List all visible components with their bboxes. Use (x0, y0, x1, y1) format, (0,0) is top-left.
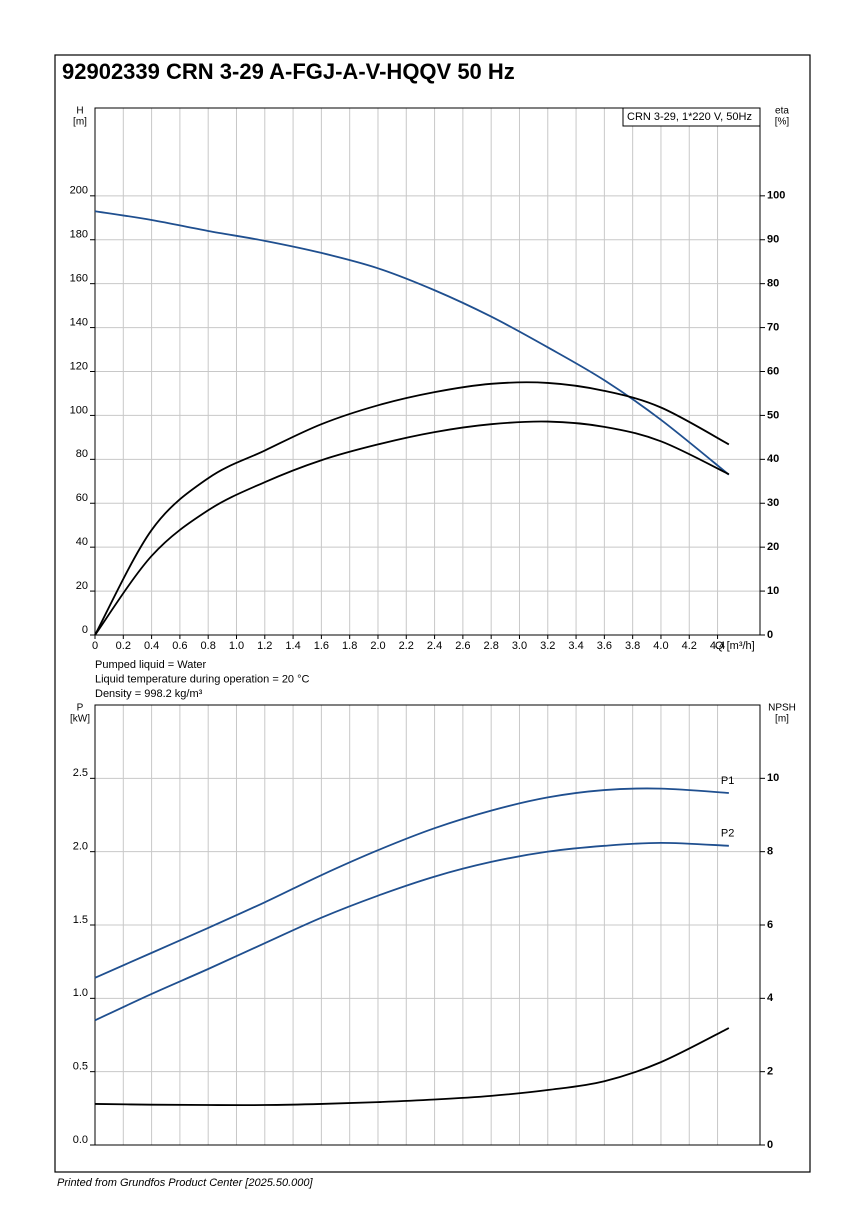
y2-axis-unit: [m] (775, 714, 789, 725)
y2-tick-label: 6 (767, 919, 773, 931)
y2-tick-label: 90 (767, 234, 779, 246)
x-tick-label: 4.2 (682, 640, 697, 652)
y2-axis-label: NPSH (768, 703, 796, 714)
legend-box (622, 107, 761, 127)
y-tick-label: 1.5 (73, 914, 88, 926)
x-tick-label: 1.4 (285, 640, 300, 652)
y-tick-label: 2.5 (73, 767, 88, 779)
x-tick-label: 4.0 (653, 640, 668, 652)
annotation: Liquid temperature during operation = 20… (95, 673, 310, 685)
x-tick-label: 4.4 (710, 640, 725, 652)
y-tick-label: 80 (76, 448, 88, 460)
plot-area (94, 704, 761, 1146)
series-label: P1 (721, 775, 734, 787)
y-tick-label: 100 (70, 404, 88, 416)
x-tick-label: 2.2 (399, 640, 414, 652)
y-tick-label: 20 (76, 580, 88, 592)
legend-text: CRN 3-29, 1*220 V, 50Hz (627, 111, 752, 123)
title: 92902339 CRN 3-29 A-FGJ-A-V-HQQV 50 Hz (62, 59, 515, 84)
x-tick-label: 0.4 (144, 640, 159, 652)
footer: Printed from Grundfos Product Center [20… (57, 1177, 314, 1189)
x-tick-label: 1.8 (342, 640, 357, 652)
y2-tick-label: 10 (767, 772, 779, 784)
x-tick-label: 1.6 (314, 640, 329, 652)
x-tick-label: 2.4 (427, 640, 442, 652)
x-tick-label: 2.8 (484, 640, 499, 652)
y2-tick-label: 20 (767, 541, 779, 553)
y-axis-label: P (77, 703, 84, 714)
y2-axis-label: eta (775, 106, 789, 117)
x-tick-label: 1.2 (257, 640, 272, 652)
y2-tick-label: 70 (767, 321, 779, 333)
y-axis-label: H (76, 106, 83, 117)
y-tick-label: 120 (70, 360, 88, 372)
series-line (94, 210, 730, 476)
y2-tick-label: 60 (767, 365, 779, 377)
y2-tick-label: 0 (767, 1139, 773, 1151)
y-tick-label: 0.0 (73, 1134, 88, 1146)
y-tick-label: 0.5 (73, 1061, 88, 1073)
y2-tick-label: 2 (767, 1066, 773, 1078)
y-tick-label: 200 (70, 185, 88, 197)
series-line (94, 841, 729, 1022)
x-tick-label: 0.8 (201, 640, 216, 652)
y-tick-label: 180 (70, 229, 88, 241)
y2-tick-label: 50 (767, 409, 779, 421)
x-tick-label: 1.0 (229, 640, 244, 652)
x-axis-label: Q [m³/h] (715, 640, 755, 652)
series-line (94, 787, 729, 979)
x-tick-label: 2.6 (455, 640, 470, 652)
annotation: Pumped liquid = Water (95, 659, 207, 671)
series-line (94, 420, 730, 636)
series-label: P2 (721, 828, 734, 840)
y2-tick-label: 8 (767, 846, 773, 858)
y2-tick-label: 80 (767, 278, 779, 290)
y2-tick-label: 10 (767, 585, 779, 597)
y2-tick-label: 100 (767, 190, 785, 202)
y-tick-label: 140 (70, 316, 88, 328)
x-tick-label: 3.0 (512, 640, 527, 652)
y2-tick-label: 4 (767, 992, 774, 1004)
y-axis-unit: [kW] (70, 714, 90, 725)
y-tick-label: 60 (76, 492, 88, 504)
x-tick-label: 0.2 (116, 640, 131, 652)
x-tick-label: 3.6 (597, 640, 612, 652)
annotation: Density = 998.2 kg/m³ (95, 688, 203, 700)
series-line (94, 1027, 730, 1107)
plot-area (94, 107, 761, 636)
y-tick-label: 1.0 (73, 987, 88, 999)
x-tick-label: 3.2 (540, 640, 555, 652)
y2-axis-unit: [%] (775, 117, 790, 128)
x-tick-label: 0.6 (172, 640, 187, 652)
x-tick-label: 0 (92, 640, 98, 652)
y2-tick-label: 30 (767, 497, 779, 509)
y-tick-label: 0 (82, 624, 88, 636)
x-tick-label: 2.0 (370, 640, 385, 652)
x-tick-label: 3.4 (568, 640, 583, 652)
y2-tick-label: 40 (767, 453, 779, 465)
y-tick-label: 160 (70, 273, 88, 285)
y2-tick-label: 0 (767, 629, 773, 641)
series-line (94, 381, 730, 636)
frame (54, 54, 811, 1173)
x-tick-label: 3.8 (625, 640, 640, 652)
y-tick-label: 40 (76, 536, 88, 548)
y-tick-label: 2.0 (73, 841, 88, 853)
y-axis-unit: [m] (73, 117, 87, 128)
